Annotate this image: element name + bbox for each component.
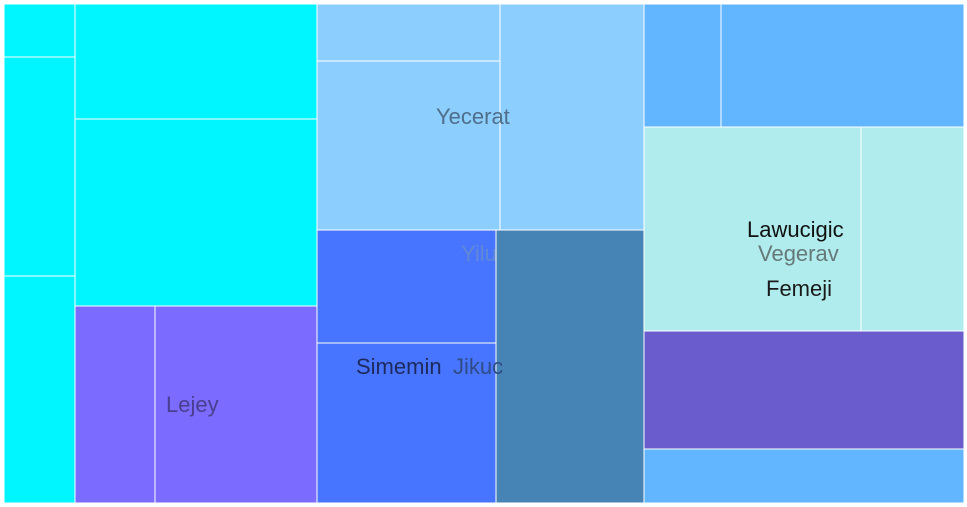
treemap-tile — [3, 56, 76, 277]
treemap-tile — [3, 3, 76, 58]
tile-label: Lejey — [166, 392, 219, 417]
tile-label: Yilu — [461, 241, 497, 266]
treemap-tile — [3, 275, 76, 504]
treemap-tile — [643, 330, 965, 450]
tile-label: Jikuc — [453, 354, 503, 379]
treemap-tile — [720, 3, 965, 128]
treemap-tile — [316, 60, 501, 231]
treemap-tile — [316, 342, 497, 504]
tile-label: Yecerat — [436, 104, 510, 129]
treemap-tile — [154, 305, 318, 504]
treemap-tile — [495, 229, 645, 504]
tile-label: Lawucigic — [747, 217, 844, 242]
treemap-tile — [316, 229, 497, 344]
tile-label: Femeji — [766, 276, 832, 301]
treemap-tile — [643, 448, 965, 504]
treemap-tile — [74, 118, 318, 307]
treemap-tile — [74, 305, 156, 504]
treemap-tile — [499, 3, 645, 231]
treemap-tile — [643, 126, 862, 332]
treemap-tile — [643, 3, 722, 128]
tile-label: Vegerav — [758, 241, 839, 266]
treemap-tile — [74, 3, 318, 120]
treemap-tile — [860, 126, 965, 332]
treemap-tile — [316, 3, 501, 62]
tile-label: Simemin — [356, 354, 442, 379]
